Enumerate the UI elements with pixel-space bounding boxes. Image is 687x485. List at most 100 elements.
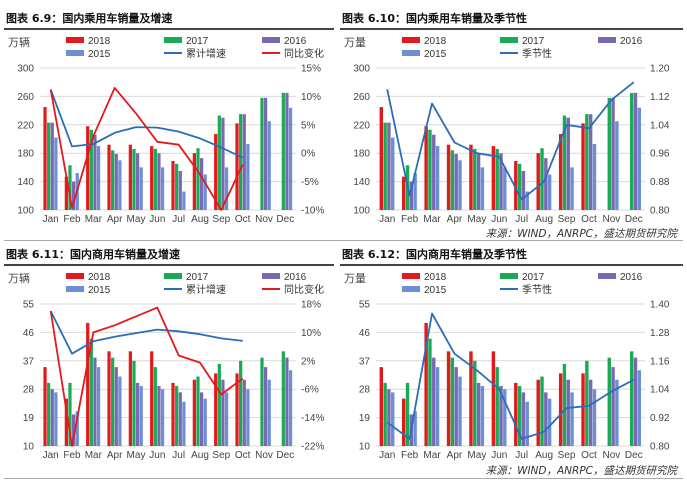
x-tick-label: Mar (423, 450, 441, 460)
x-tick-label: Apr (447, 214, 463, 224)
bar-2016 (72, 181, 76, 210)
y2-tick-label: -6% (301, 385, 319, 396)
x-tick-label: Jun (149, 214, 165, 224)
bar-2018 (128, 144, 132, 210)
x-tick-label: May (467, 450, 486, 460)
bar-2016 (387, 389, 391, 446)
y2-tick-label: 5% (301, 120, 316, 131)
bar-2018 (424, 126, 428, 210)
bar-2018 (424, 322, 428, 446)
y2-tick-label: 1.04 (650, 120, 670, 131)
legend-label: 2018 (88, 272, 111, 283)
bar-2016 (633, 92, 638, 210)
bar-2017 (68, 165, 72, 210)
legend-label: 2018 (424, 272, 447, 283)
bar-2016 (521, 392, 526, 446)
bar-2018 (446, 144, 451, 210)
bar-2016 (387, 122, 391, 210)
x-tick-label: Jan (43, 214, 59, 224)
legend-label: 累计增速 (186, 47, 226, 60)
y2-tick-label: 18% (301, 300, 321, 311)
x-tick-label: Aug (191, 214, 209, 224)
bar-2016 (178, 392, 182, 446)
y-tick-label: 300 (353, 64, 370, 75)
bar-2016 (93, 357, 97, 446)
legend-swatch (402, 286, 420, 292)
x-tick-label: Nov (255, 214, 273, 224)
x-tick-label: Jan (379, 214, 395, 224)
bar-2017 (585, 360, 589, 446)
bar-2017 (175, 386, 179, 446)
bar-2018 (214, 134, 218, 210)
x-tick-label: Sep (212, 214, 230, 224)
bar-2015 (458, 160, 462, 210)
bar-2017 (132, 148, 136, 210)
bar-2016 (114, 367, 118, 446)
bar-2016 (454, 153, 458, 210)
y2-tick-label: 10% (301, 328, 321, 339)
bar-2016 (588, 114, 593, 210)
bar-2015 (54, 137, 58, 210)
bar-2017 (562, 363, 567, 446)
x-tick-label: Jul (515, 214, 528, 224)
x-tick-label: Jan (379, 450, 395, 460)
bar-2018 (192, 153, 196, 210)
bar-2016 (544, 392, 548, 446)
legend-swatch (66, 273, 84, 279)
bar-2016 (285, 357, 289, 446)
bar-2018 (150, 351, 154, 446)
chart-header-1: 图表 6.9：国内乘用车销量及增速 (4, 8, 334, 30)
y-tick-label: 220 (353, 120, 370, 131)
bar-2018 (192, 379, 196, 446)
x-tick-label: Dec (276, 450, 294, 460)
bar-2017 (450, 150, 455, 210)
chart-title: 图表 6.12：国内商用车销量及季节性 (342, 248, 527, 261)
bar-2017 (607, 97, 611, 210)
bar-2016 (264, 97, 268, 210)
legend-swatch (262, 273, 280, 279)
legend-label: 2017 (186, 36, 209, 47)
y-tick-label: 260 (353, 92, 370, 103)
bar-2015 (224, 167, 229, 210)
bar-2016 (432, 134, 436, 210)
x-tick-label: Jul (172, 214, 185, 224)
y-tick-label: 100 (353, 206, 370, 217)
bar-2016 (633, 357, 638, 446)
line-累计增速 (49, 310, 243, 355)
y-tick-label: 46 (23, 328, 35, 339)
x-tick-label: Feb (401, 450, 419, 460)
bar-2018 (558, 373, 563, 446)
legend-label: 同比变化 (284, 283, 324, 296)
chart-commercial-sales-growth: 万辆 2018 2017 2016 2015 累计增速 同比变化 10 19 28 37 46 55 -2… (8, 271, 324, 460)
bar-2016 (544, 158, 548, 210)
bar-2016 (157, 386, 161, 446)
bar-2017 (540, 148, 544, 210)
bar-2015 (413, 173, 417, 210)
bar-2016 (566, 117, 570, 210)
bar-2015 (267, 121, 271, 210)
bar-2015 (525, 191, 529, 210)
bar-2018 (536, 153, 540, 210)
bar-2015 (458, 376, 462, 446)
legend-swatch (164, 37, 182, 43)
bar-2018 (379, 367, 383, 446)
bar-2017 (153, 367, 157, 446)
y2-tick-label: 1.40 (650, 300, 670, 311)
bar-2017 (111, 357, 115, 446)
bar-2016 (566, 379, 570, 446)
y2-tick-label: 2% (301, 356, 316, 367)
bar-2015 (637, 107, 642, 210)
y-tick-label: 140 (353, 177, 370, 188)
chart-header-4: 图表 6.12：国内商用车销量及季节性 (340, 244, 683, 266)
y2-tick-label: 0.88 (650, 177, 670, 188)
bar-2018 (558, 134, 563, 210)
y2-tick-label: 1.20 (650, 64, 670, 75)
legend-label: 2016 (284, 272, 307, 283)
bar-2017 (629, 92, 634, 210)
bar-2015 (413, 411, 417, 446)
bar-2018 (214, 373, 218, 446)
bar-2015 (182, 401, 186, 446)
chart-header-2: 图表 6.10：国内乘用车销量及季节性 (340, 8, 683, 30)
bar-2015 (203, 398, 207, 446)
legend-swatch (262, 37, 280, 43)
